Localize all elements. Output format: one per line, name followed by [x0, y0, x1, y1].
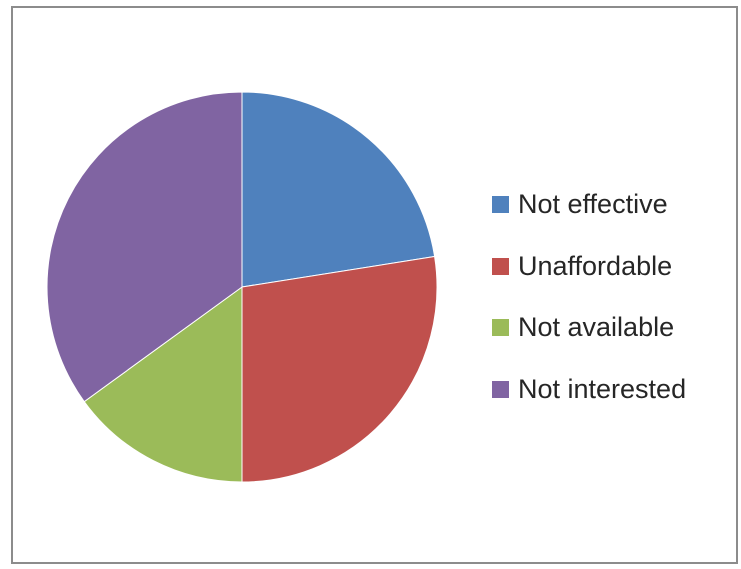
pie-slice-unaffordable — [241, 255, 438, 483]
legend-label: Not interested — [518, 373, 687, 404]
pie-slice-not-available — [83, 286, 243, 483]
legend-swatch — [492, 257, 509, 275]
legend-item: Not interested — [492, 359, 686, 421]
legend-label: Not effective — [518, 189, 668, 220]
legend-swatch — [492, 380, 509, 398]
legend-swatch — [492, 319, 509, 337]
legend-label: Unaffordable — [518, 250, 673, 281]
pie-slice-not-effective — [241, 91, 436, 288]
chart-legend: Not effective Unaffordable Not available No… — [492, 174, 686, 420]
legend-item: Not available — [492, 297, 686, 359]
legend-item: Not effective — [492, 174, 686, 236]
legend-item: Unaffordable — [492, 236, 686, 298]
legend-swatch — [492, 196, 509, 214]
pie-slice-not-interested — [46, 91, 243, 403]
legend-label: Not available — [518, 312, 675, 343]
